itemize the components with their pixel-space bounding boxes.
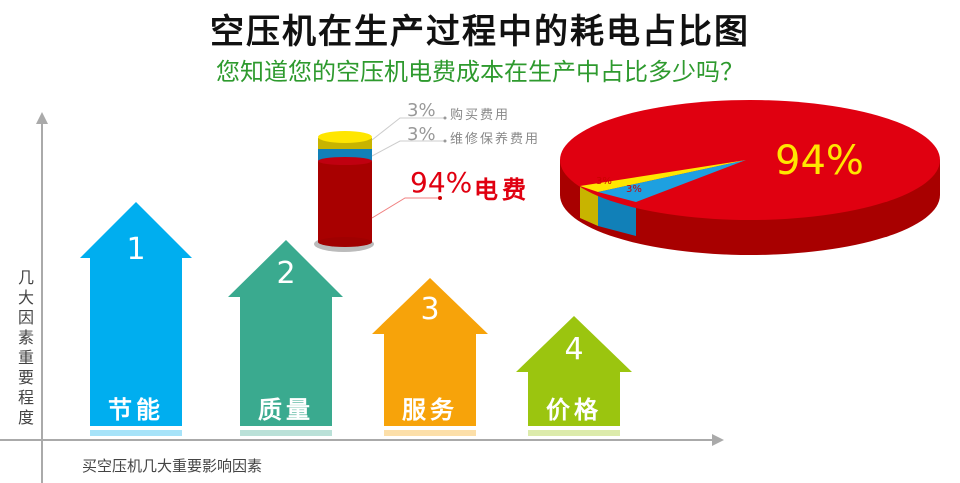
legend-pct-maintenance: 3% xyxy=(407,124,436,145)
pie-slice-3-yellow xyxy=(580,160,746,192)
factor-rank-1: 1 xyxy=(126,232,146,267)
page-subtitle: 您知道您的空压机电费成本在生产中占比多少吗？ xyxy=(216,58,744,86)
factor-rank-4: 4 xyxy=(564,332,584,367)
arrow-factor-1 xyxy=(80,202,192,436)
arrow-factor-3 xyxy=(372,278,488,436)
x-axis-label: 买空压机几大重要影响因素 xyxy=(82,457,263,475)
pie-slice-3-blue xyxy=(598,160,746,202)
factor-label-1: 节能 xyxy=(108,396,164,424)
arrow-factor-4 xyxy=(516,316,632,436)
y-axis-label: 几大因素重要程度 xyxy=(17,268,34,427)
factor-rank-2: 2 xyxy=(276,256,296,291)
legend-pct-electricity: 94% xyxy=(410,166,473,199)
pie-side-slice-yellow xyxy=(580,186,598,226)
stacked-cylinder xyxy=(314,116,447,252)
pie-label-3-blue: 3% xyxy=(626,184,642,195)
pie-label-3-yellow: 3% xyxy=(596,176,612,187)
factor-label-2: 质量 xyxy=(258,396,314,424)
factor-rank-3: 3 xyxy=(420,292,440,327)
arrow-factor-2 xyxy=(228,240,343,436)
legend-label-electricity: 电费 xyxy=(474,176,530,204)
x-axis-arrowhead-icon xyxy=(712,434,724,446)
page-title: 空压机在生产过程中的耗电占比图 xyxy=(210,12,750,52)
factor-label-3: 服务 xyxy=(402,396,458,424)
pie-chart xyxy=(560,100,940,255)
legend-label-purchase: 购买费用 xyxy=(450,108,511,123)
pie-slice-94 xyxy=(560,100,940,220)
y-axis-arrowhead-icon xyxy=(36,112,48,124)
pie-label-94: 94% xyxy=(775,138,864,184)
legend-label-maintenance: 维修保养费用 xyxy=(450,132,541,147)
factor-label-4: 价格 xyxy=(546,396,602,424)
legend-pct-purchase: 3% xyxy=(407,100,436,121)
